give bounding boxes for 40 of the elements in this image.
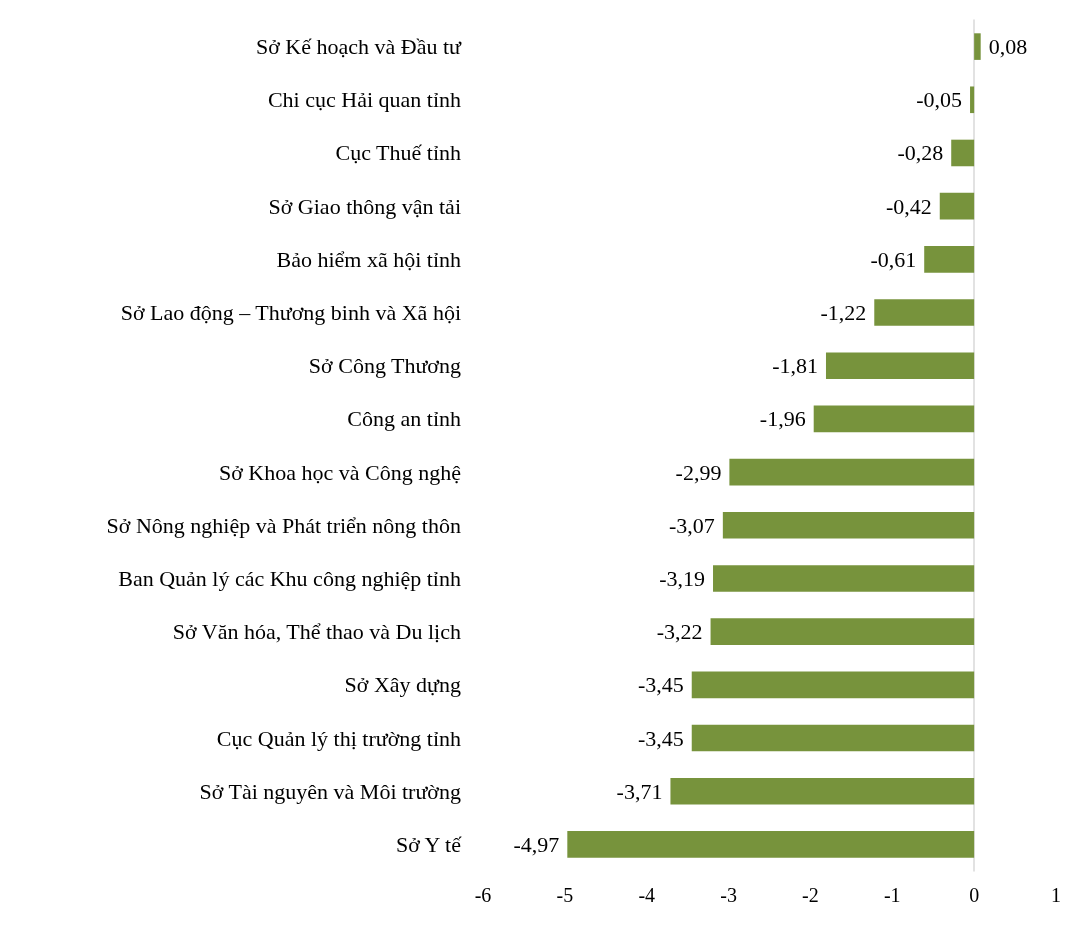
data-label: -2,99 (675, 459, 722, 485)
x-tick-label: -5 (556, 884, 574, 906)
data-label: -1,81 (772, 353, 818, 379)
y-tick-label: Sở Y tế (395, 831, 463, 857)
data-label: -3,45 (637, 725, 684, 751)
data-label: -1,22 (820, 300, 867, 326)
y-tick-label: Sở Công Thương (308, 353, 461, 379)
data-label: -1,96 (759, 406, 806, 432)
x-tick-label: 1 (1051, 884, 1061, 906)
data-label: -0,05 (916, 87, 963, 113)
x-tick-label: -4 (638, 884, 656, 906)
y-tick-label: Sở Kế hoạch và Đầu tư (255, 34, 463, 60)
y-tick-label: Sở Xây dựng (344, 672, 461, 698)
data-label: -0,42 (885, 193, 932, 219)
x-tick-label: 0 (969, 884, 980, 906)
y-tick-label: Cục Quản lý thị trường tỉnh (216, 725, 461, 751)
data-label: -0,28 (897, 140, 944, 166)
y-tick-label: Sở Văn hóa, Thể thao và Du lịch (172, 619, 461, 645)
y-tick-label: Sở Giao thông vận tải (268, 193, 461, 219)
data-label: -4,97 (513, 831, 560, 857)
y-tick-label: Sở Nông nghiệp và Phát triển nông thôn (106, 512, 461, 538)
y-tick-label: Sở Khoa học và Công nghệ (219, 459, 461, 485)
y-tick-label: Cục Thuế tỉnh (335, 140, 461, 166)
x-tick-label: -2 (802, 884, 819, 906)
y-tick-label: Chi cục Hải quan tỉnh (267, 87, 461, 113)
y-tick-label: Bảo hiểm xã hội tỉnh (276, 246, 461, 272)
data-label: -3,22 (656, 619, 703, 645)
data-label: -3,71 (616, 778, 663, 804)
x-tick-label: -1 (883, 884, 901, 906)
y-tick-label: Sở Tài nguyên và Môi trường (199, 778, 461, 804)
y-tick-label: Sở Lao động – Thương binh và Xã hội (120, 300, 461, 326)
x-tick-label: -6 (474, 884, 492, 906)
data-label: -3,19 (659, 565, 706, 591)
y-tick-label: Công an tỉnh (347, 406, 461, 432)
data-label: -3,07 (669, 512, 715, 538)
x-tick-label: -3 (720, 884, 737, 906)
y-tick-label: Ban Quản lý các Khu công nghiệp tỉnh (118, 565, 461, 591)
data-label: -3,45 (637, 672, 684, 698)
data-label: -0,61 (870, 246, 917, 272)
data-label: 0,08 (988, 34, 1028, 60)
